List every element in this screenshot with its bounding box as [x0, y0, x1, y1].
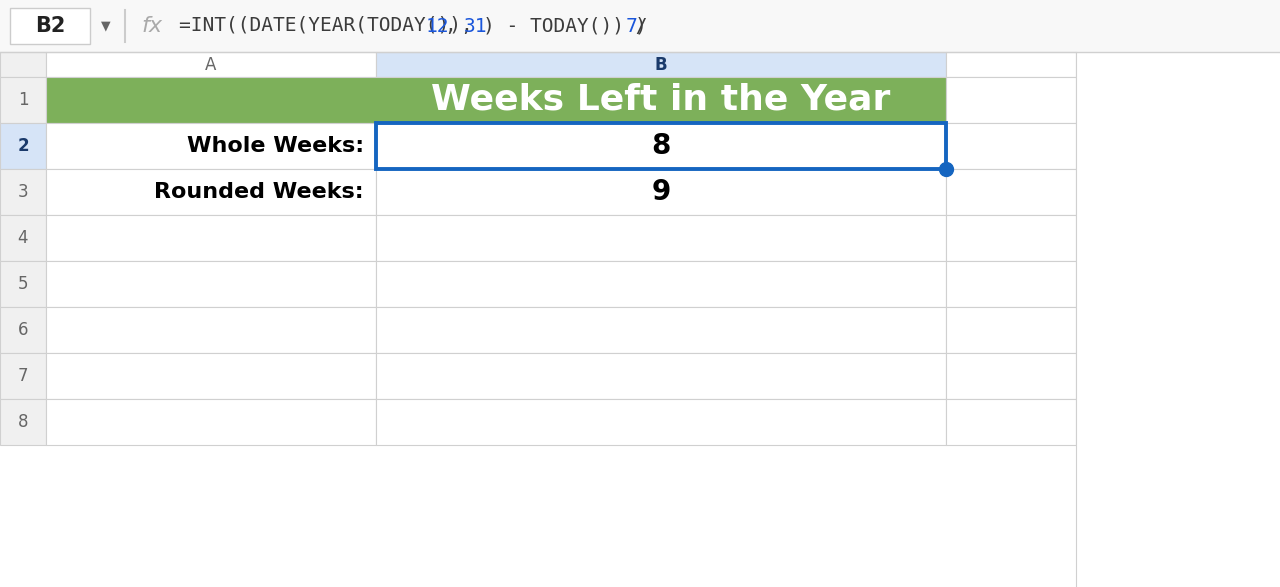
Bar	[0, 307, 46, 353]
Bar	[376, 215, 946, 261]
Bar	[376, 307, 946, 353]
Bar	[46, 169, 376, 215]
Text: 31: 31	[465, 16, 488, 35]
Text: 8: 8	[652, 132, 671, 160]
Text: Rounded Weeks:: Rounded Weeks:	[155, 182, 364, 202]
Text: Weeks Left in the Year: Weeks Left in the Year	[431, 83, 891, 117]
Bar	[376, 399, 946, 445]
Bar	[1076, 52, 1280, 587]
Text: 2: 2	[17, 137, 29, 155]
Bar	[0, 261, 46, 307]
Bar	[0, 123, 46, 169]
Bar	[46, 261, 376, 307]
Bar	[0, 0, 1280, 52]
Text: 9: 9	[652, 178, 671, 206]
Text: 8: 8	[18, 413, 28, 431]
Text: fx: fx	[141, 16, 163, 36]
Text: B2: B2	[35, 16, 65, 36]
Bar	[46, 399, 376, 445]
Bar	[946, 123, 1076, 169]
Text: B: B	[654, 56, 667, 73]
Bar	[946, 399, 1076, 445]
Bar	[0, 399, 46, 445]
Bar	[46, 215, 376, 261]
Text: 4: 4	[18, 229, 28, 247]
Text: 7: 7	[18, 367, 28, 385]
Text: 7: 7	[626, 16, 637, 35]
Bar	[0, 77, 46, 123]
Bar	[46, 77, 946, 123]
Text: 5: 5	[18, 275, 28, 293]
Bar	[0, 52, 46, 77]
Bar	[376, 52, 946, 77]
Text: 1: 1	[18, 91, 28, 109]
Bar	[0, 215, 46, 261]
Bar	[946, 261, 1076, 307]
Bar	[946, 77, 1076, 123]
Text: ▼: ▼	[101, 19, 111, 32]
Bar	[46, 123, 376, 169]
Text: ) - TODAY()) /: ) - TODAY()) /	[483, 16, 659, 35]
Bar	[10, 8, 90, 44]
Text: ): )	[635, 16, 646, 35]
Text: A: A	[205, 56, 216, 73]
Text: 6: 6	[18, 321, 28, 339]
Text: Whole Weeks:: Whole Weeks:	[187, 136, 364, 156]
Bar	[946, 215, 1076, 261]
Bar	[946, 169, 1076, 215]
Bar	[946, 353, 1076, 399]
Bar	[46, 52, 376, 77]
Bar	[376, 169, 946, 215]
Bar	[376, 353, 946, 399]
Text: ,: ,	[445, 16, 468, 35]
Bar	[376, 123, 946, 169]
Bar	[0, 169, 46, 215]
Bar	[46, 307, 376, 353]
Text: 3: 3	[18, 183, 28, 201]
Text: =INT((DATE(YEAR(TODAY()),: =INT((DATE(YEAR(TODAY()),	[179, 16, 485, 35]
Bar	[46, 353, 376, 399]
Bar	[376, 261, 946, 307]
Bar	[946, 52, 1076, 77]
Bar	[946, 307, 1076, 353]
Text: 12: 12	[426, 16, 449, 35]
Bar	[0, 353, 46, 399]
Bar	[376, 123, 946, 169]
